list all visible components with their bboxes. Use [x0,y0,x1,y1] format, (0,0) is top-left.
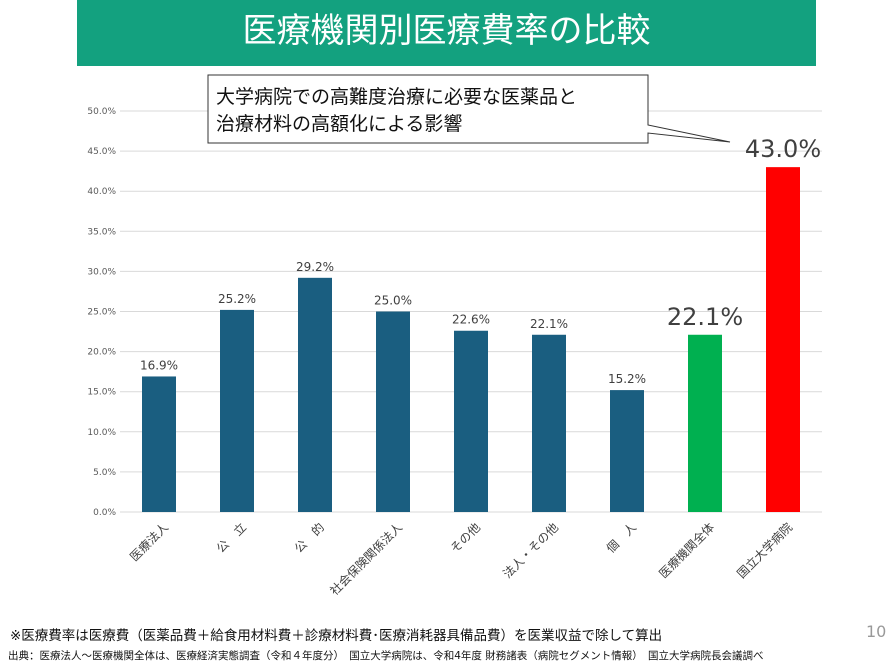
bar [688,334,722,512]
y-tick-label: 40.0% [87,187,116,197]
bar-chart: 0.0% 5.0% 10.0% 15.0% 20.0% 25.0% 30.0% 35.0% 40… [87,74,822,598]
bar [610,390,644,512]
callout-text: 大学病院での高難度治療に必要な医薬品と [216,86,577,108]
y-tick-label: 5.0% [93,468,116,478]
y-tick-label: 50.0% [87,107,116,117]
y-tick-label: 25.0% [87,308,116,318]
x-tick-label: 公 立 [213,520,249,556]
title-banner: 医療機関別医療費率の比較 [77,0,816,66]
x-tick-label: 国立大学病院 [734,520,796,582]
data-label: 22.1% [530,317,568,331]
x-tick-label: 医療機関全体 [656,520,718,582]
footnote: ※医療費率は医療費（医薬品費＋給食用材料費＋診療材料費･医療消耗器具備品費）を医… [10,628,663,644]
data-label: 15.2% [608,372,646,386]
x-tick-label: 法人・その他 [500,520,561,581]
source-note: 出典：医療法人～医療機関全体は、医療経済実態調査（令和４年度分） 国立大学病院は… [8,650,764,662]
bar [454,330,488,512]
page-number: 10 [866,622,887,641]
bar [532,334,566,512]
data-label: 22.6% [452,313,490,327]
y-tick-label: 45.0% [87,147,116,157]
callout-text: 治療材料の高額化による影響 [216,113,462,135]
y-tick-label: 20.0% [87,348,116,358]
y-tick-label: 10.0% [87,428,116,438]
x-tick-label: 公 的 [291,520,327,556]
data-label: 25.0% [374,294,412,308]
slide-title: 医療機関別医療費率の比較 [242,11,651,51]
data-label: 29.2% [296,260,334,274]
x-tick-label: 社会保険関係法人 [327,520,405,598]
x-tick-label: その他 [448,520,483,555]
data-label: 43.0% [745,135,821,163]
bar [142,376,176,512]
y-tick-label: 0.0% [93,508,116,518]
data-label: 25.2% [218,292,256,306]
bar [220,309,254,512]
bar [376,311,410,512]
y-tick-label: 30.0% [87,267,116,277]
bar [298,277,332,512]
x-tick-label: 個 人 [604,520,639,555]
bar [766,167,800,512]
data-label: 16.9% [140,358,178,372]
x-tick-label: 医療法人 [127,520,171,564]
data-label: 22.1% [667,303,743,331]
y-tick-label: 35.0% [87,227,116,237]
y-tick-label: 15.0% [87,388,116,398]
